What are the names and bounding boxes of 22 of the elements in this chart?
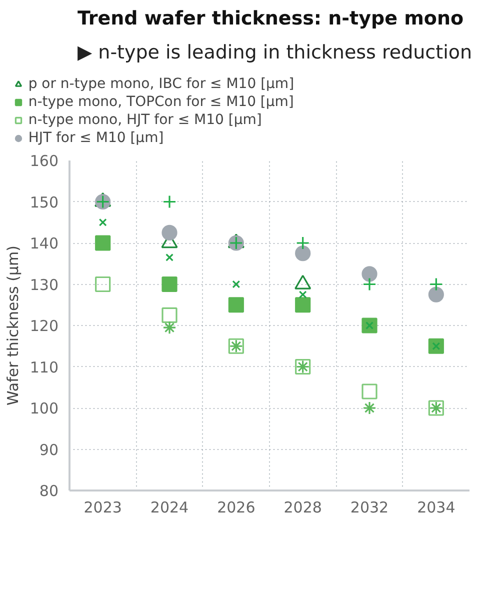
legend-label: n-type mono, HJT for ≤ M10 [µm] (28, 112, 262, 128)
x-tick-label: 2026 (217, 498, 256, 516)
y-axis-title: Wafer thickness (µm) (4, 245, 22, 406)
x-tick-label: 2028 (284, 498, 322, 516)
legend-label: HJT for ≤ M10 [µm] (28, 130, 164, 146)
y-tick-label: 150 (30, 193, 59, 212)
chart-title: Trend wafer thickness: n-type mono (78, 8, 464, 30)
legend-label: p or n-type mono, IBC for ≤ M10 [µm] (28, 76, 294, 92)
legend-label: n-type mono, TOPCon for ≤ M10 [µm] (28, 94, 294, 110)
y-tick-label: 120 (30, 317, 59, 335)
x-tick-label: 2024 (150, 498, 189, 516)
y-tick-label: 140 (30, 234, 59, 252)
y-tick-label: 80 (39, 482, 59, 500)
y-tick-label: 100 (30, 400, 59, 418)
chart-subtitle: ▶ n-type is leading in thickness reduction (78, 42, 472, 64)
y-tick-label: 90 (39, 440, 59, 459)
x-tick-label: 2023 (84, 498, 122, 516)
x-tick-label: 2032 (350, 498, 389, 516)
y-tick-label: 130 (30, 276, 59, 294)
y-tick-label: 110 (30, 358, 59, 376)
y-tick-label: 160 (30, 152, 59, 170)
x-tick-label: 2034 (417, 498, 456, 516)
